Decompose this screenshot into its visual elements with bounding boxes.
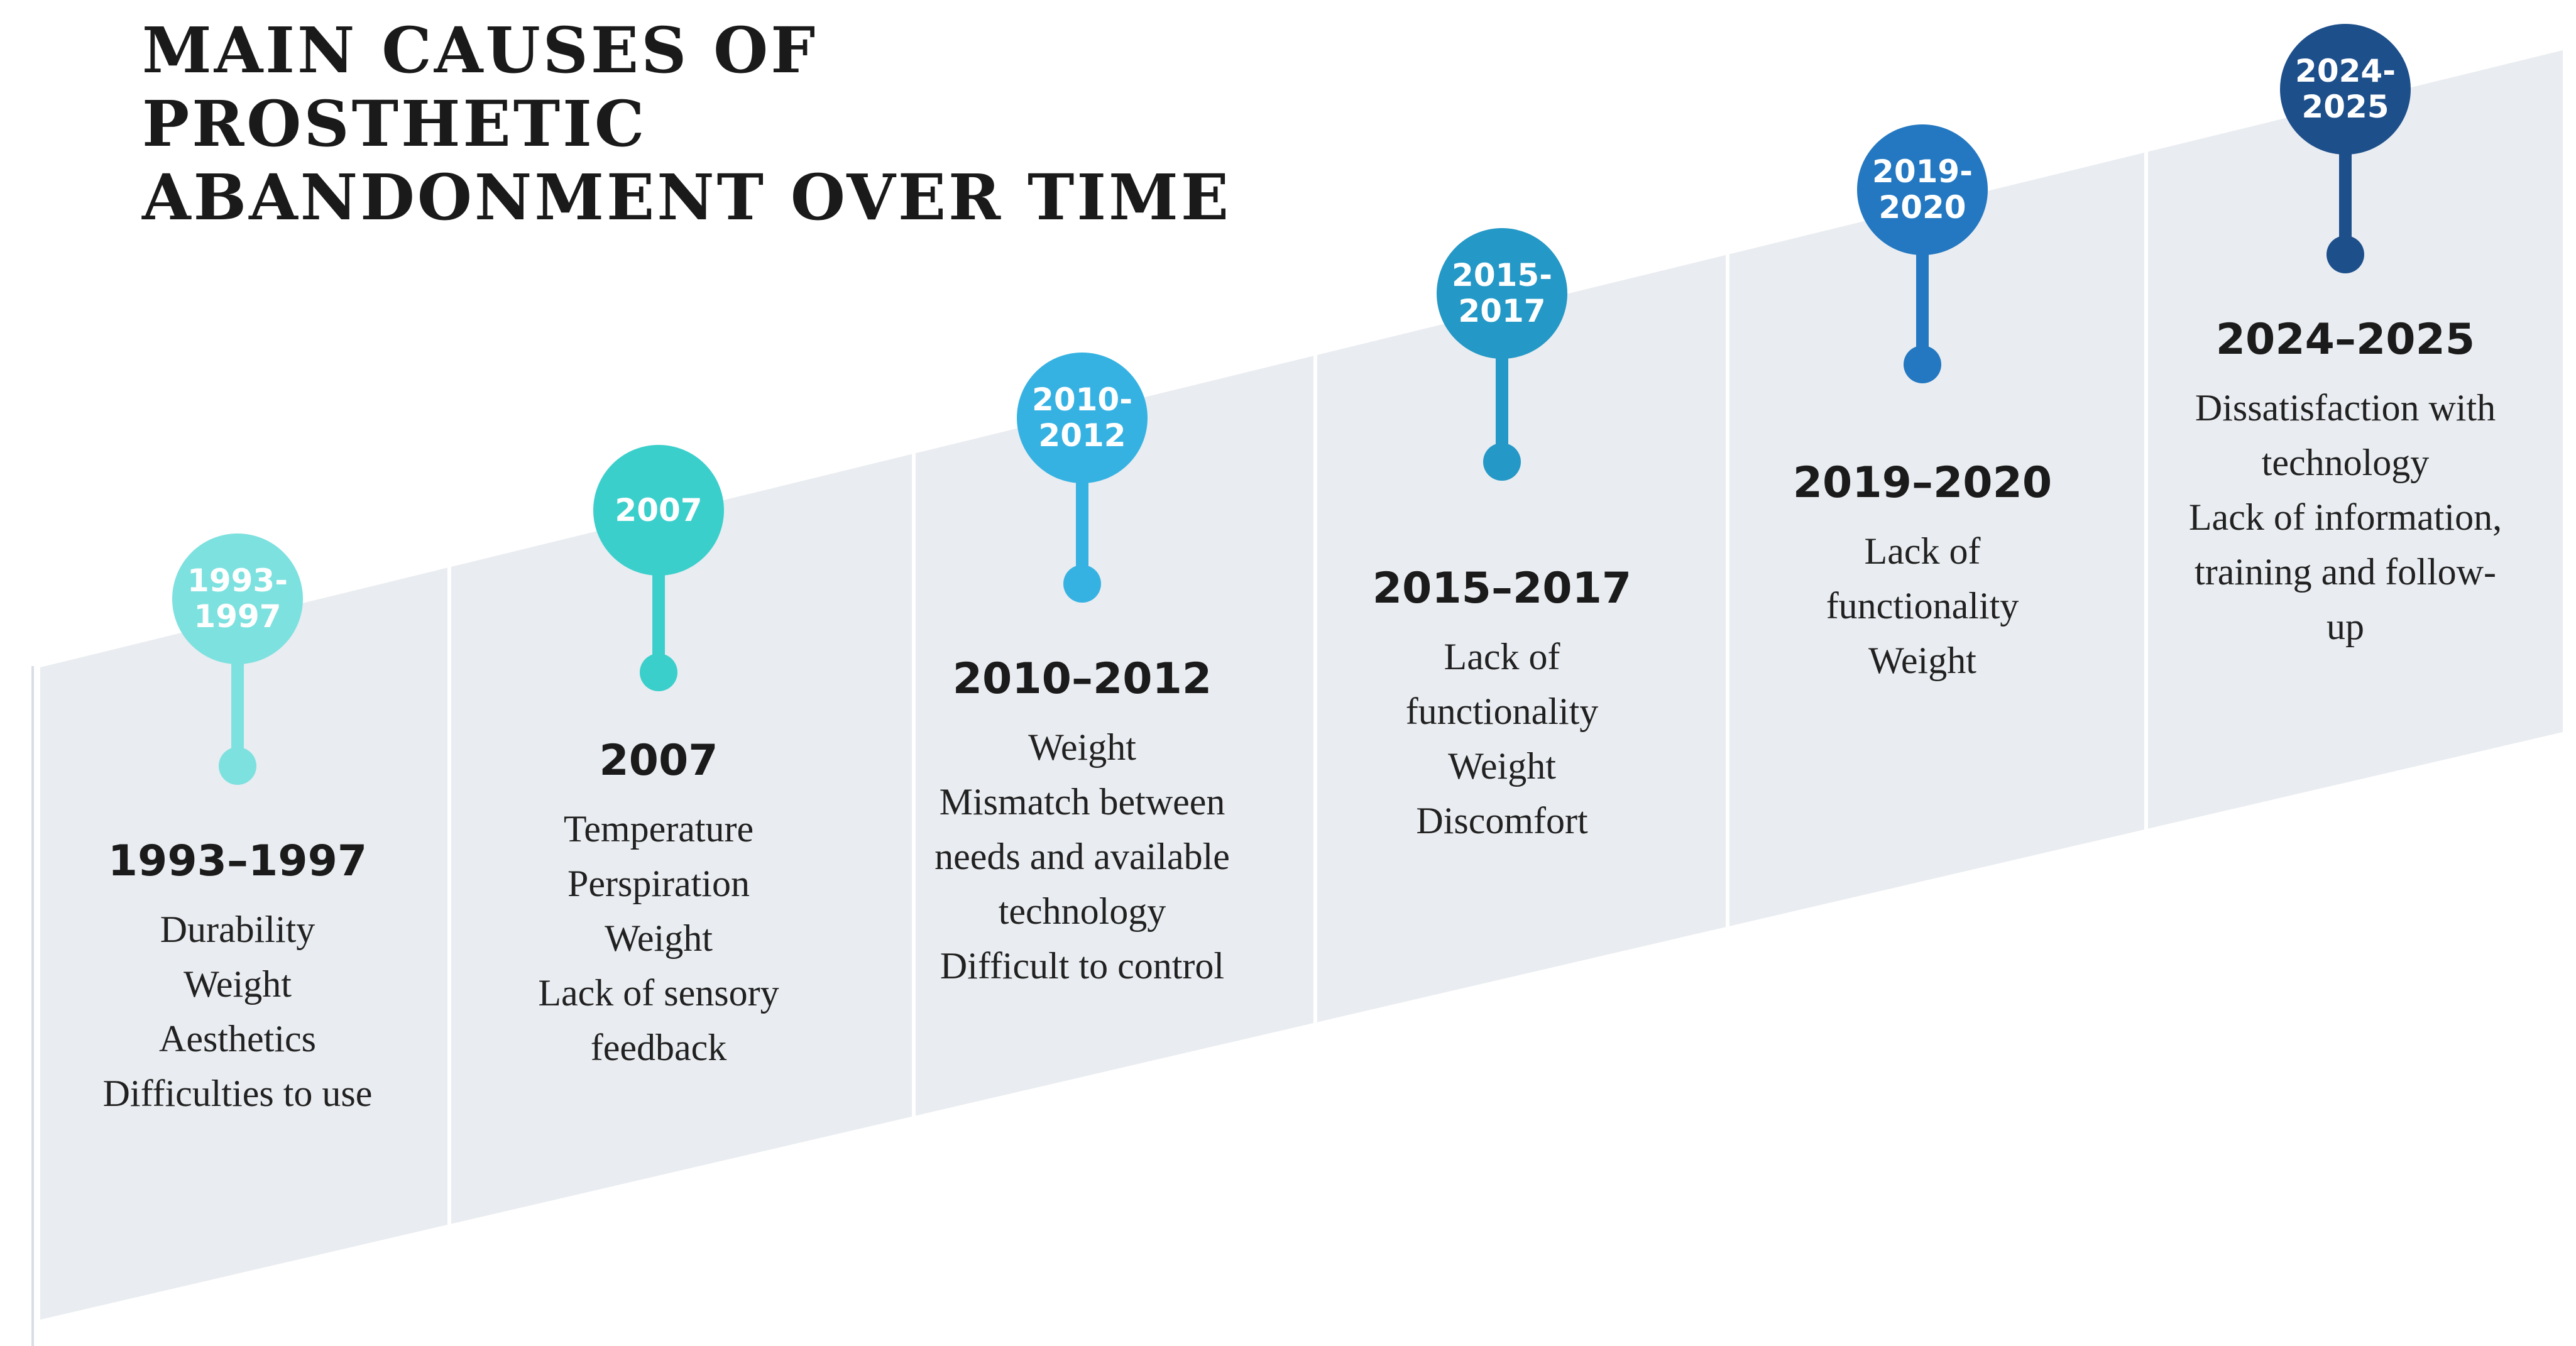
year-bubble-label: 2010- 2012 xyxy=(1032,382,1132,454)
column-divider xyxy=(1313,50,1317,1320)
year-bubble-line: 2024- xyxy=(2295,53,2396,89)
year-bubble-label: 1993- 1997 xyxy=(187,563,288,635)
cause-item: Lack of sensory feedback xyxy=(538,972,779,1068)
bubble-dot xyxy=(640,654,677,691)
year-bubble: 2010- 2012 xyxy=(1017,353,1148,483)
cause-item: Lack of functionality xyxy=(1405,636,1599,732)
cause-item: Weight xyxy=(1028,726,1136,768)
entry-causes-list: Lack of functionality Weight xyxy=(1775,524,2070,688)
entry-year-heading: 2007 xyxy=(599,736,718,785)
timeline-entry-text: 2007 Temperature Perspiration Weight Lack of… xyxy=(483,736,835,1075)
year-bubble-line: 2015- xyxy=(1452,257,1552,293)
cause-item: Weight xyxy=(1868,640,1976,681)
entry-causes-list: Lack of functionality Weight Discomfort xyxy=(1354,630,1650,848)
bubble-dot xyxy=(219,747,256,785)
cause-item: Weight xyxy=(605,917,713,959)
cause-item: Aesthetics xyxy=(159,1018,316,1059)
entry-year-heading: 1993–1997 xyxy=(107,836,368,886)
cause-item: Durability xyxy=(160,909,315,950)
cause-item: Weight xyxy=(184,963,292,1005)
column-divider xyxy=(2144,50,2148,1320)
page-title-line: PROSTHETIC xyxy=(142,87,647,161)
band-left-edge-line xyxy=(31,666,34,1346)
year-bubble: 2007 xyxy=(593,445,724,576)
page-title-line: ABANDONMENT OVER TIME xyxy=(142,160,1232,234)
cause-item: Weight xyxy=(1448,745,1556,787)
cause-item: Discomfort xyxy=(1416,800,1588,841)
year-bubble-label: 2015- 2017 xyxy=(1452,258,1552,329)
year-bubble-label: 2024- 2025 xyxy=(2295,53,2396,125)
year-bubble-line: 2025 xyxy=(2301,89,2389,125)
entry-year-heading: 2024–2025 xyxy=(2215,315,2475,364)
entry-causes-list: Weight Mismatch between needs and availab… xyxy=(900,720,1264,993)
cause-item: Temperature xyxy=(563,808,754,850)
cause-item: Difficulties to use xyxy=(102,1073,373,1114)
column-divider xyxy=(1726,50,1729,1320)
bubble-dot xyxy=(1904,346,1941,383)
column-divider xyxy=(912,50,916,1320)
cause-item: Perspiration xyxy=(567,863,750,904)
timeline-entry-text: 2010–2012 Weight Mismatch between needs an… xyxy=(900,655,1264,993)
entry-year-heading: 2010–2012 xyxy=(952,654,1212,704)
column-divider xyxy=(447,50,451,1320)
cause-item: Dissatisfaction with technology xyxy=(2195,387,2496,483)
page-title: MAIN CAUSES OF PROSTHETIC ABANDONMENT OV… xyxy=(142,14,1231,234)
timeline-entry-text: 2015–2017 Lack of functionality Weight Disc… xyxy=(1354,564,1650,848)
entry-year-heading: 2015–2017 xyxy=(1372,564,1632,613)
timeline-entry-text: 2024–2025 Dissatisfaction with technology… xyxy=(2188,315,2502,654)
year-bubble-line: 1993- xyxy=(187,562,288,599)
entry-causes-list: Durability Weight Aesthetics Difficulties t… xyxy=(30,902,445,1121)
year-bubble-label: 2007 xyxy=(615,491,703,528)
year-bubble-line: 2020 xyxy=(1878,189,1966,226)
year-bubble-line: 2007 xyxy=(615,491,703,528)
cause-item: Difficult to control xyxy=(940,945,1225,987)
year-bubble: 2019- 2020 xyxy=(1857,124,1988,255)
year-bubble-line: 1997 xyxy=(194,598,282,635)
year-bubble-label: 2019- 2020 xyxy=(1872,154,1973,226)
cause-item: Mismatch between needs and available tec… xyxy=(934,781,1230,932)
timeline-entry-text: 2019–2020 Lack of functionality Weight xyxy=(1775,459,2070,688)
entry-causes-list: Temperature Perspiration Weight Lack of sen… xyxy=(483,802,835,1075)
year-bubble: 2015- 2017 xyxy=(1437,228,1567,359)
year-bubble: 2024- 2025 xyxy=(2280,24,2411,155)
entry-year-heading: 2019–2020 xyxy=(1792,458,2053,508)
year-bubble-line: 2017 xyxy=(1458,293,1546,329)
cause-item: Lack of functionality xyxy=(1826,530,2019,626)
page-title-line: MAIN CAUSES OF xyxy=(142,13,818,87)
timeline-entry-text: 1993–1997 Durability Weight Aesthetics Diffi… xyxy=(30,837,445,1121)
cause-item: Lack of information, training and follow… xyxy=(2188,496,2502,647)
bubble-dot xyxy=(1483,443,1521,481)
year-bubble-line: 2019- xyxy=(1872,153,1973,190)
bubble-dot xyxy=(2327,236,2364,273)
year-bubble-line: 2012 xyxy=(1038,417,1126,454)
bubble-dot xyxy=(1063,565,1101,603)
entry-causes-list: Dissatisfaction with technology Lack of i… xyxy=(2188,381,2502,654)
year-bubble: 1993- 1997 xyxy=(172,533,303,664)
year-bubble-line: 2010- xyxy=(1032,381,1132,418)
